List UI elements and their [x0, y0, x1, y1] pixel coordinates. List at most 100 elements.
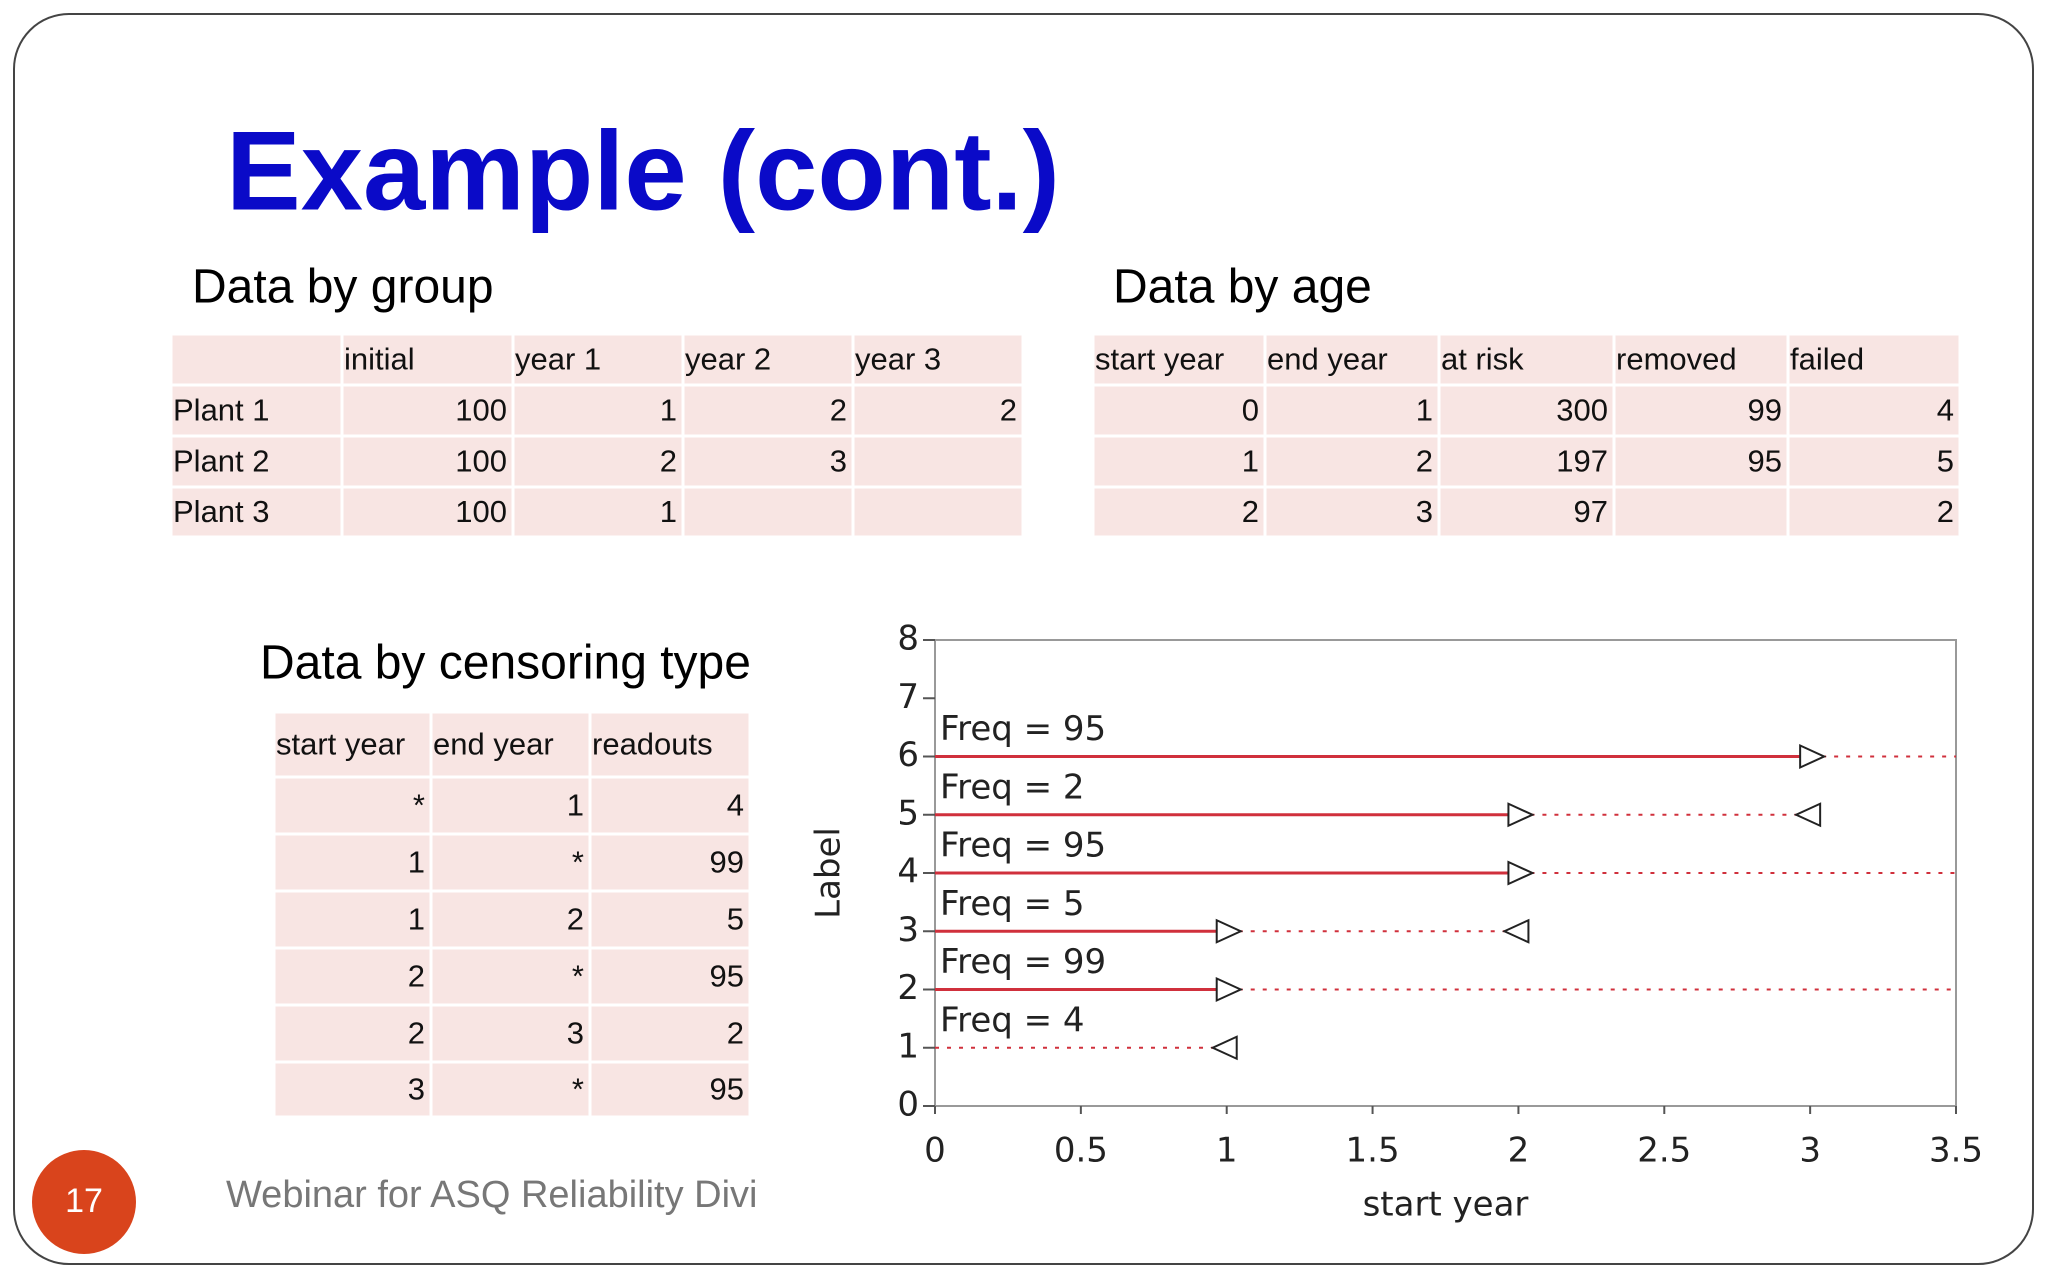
table-cell [1263, 434, 1441, 489]
table-cell [1437, 434, 1616, 489]
cell-text: 100 [455, 494, 507, 529]
cell-text: 1 [1242, 444, 1259, 479]
table-cell [851, 434, 1025, 489]
cell-text: 197 [1556, 444, 1608, 479]
cell-text: 95 [1748, 444, 1782, 479]
cell-text: Plant 1 [173, 393, 270, 428]
column-header: start year [1095, 342, 1224, 377]
cell-text: 300 [1556, 393, 1608, 428]
table-cell [340, 434, 515, 489]
table-cell [588, 1003, 752, 1064]
column-header: year 3 [855, 342, 941, 377]
table-title: Data by censoring type [260, 637, 751, 690]
table-cell [1786, 485, 1962, 539]
cell-text: 97 [1574, 494, 1608, 529]
y-tick-label: 1 [897, 1026, 919, 1066]
table-cell [429, 946, 592, 1007]
table-title: Data by group [192, 261, 494, 314]
cell-text: 2 [408, 959, 425, 994]
table-cell [588, 832, 752, 893]
cell-text: 3 [567, 1016, 584, 1051]
column-header: failed [1790, 342, 1864, 377]
cell-text: 100 [455, 444, 507, 479]
cell-text: 2 [1416, 444, 1433, 479]
cell-text: 0 [1242, 393, 1259, 428]
end-marker [1210, 1035, 1238, 1061]
table-cell [1091, 383, 1267, 438]
y-tick-label: 5 [897, 793, 919, 833]
cell-text: 1 [660, 494, 677, 529]
cell-text: 1 [408, 902, 425, 937]
start-marker [1799, 743, 1827, 770]
slide-number: 17 [65, 1182, 103, 1220]
table-cell [588, 1060, 752, 1119]
cell-text: 2 [408, 1016, 425, 1051]
table-cell [1263, 485, 1441, 539]
x-tick-label: 2.5 [1637, 1131, 1691, 1171]
cell-text: 1 [1416, 393, 1433, 428]
cell-text: 95 [710, 959, 744, 994]
column-header: readouts [592, 727, 713, 762]
start-marker [1507, 802, 1535, 828]
annotation: Freq = 95 [940, 826, 1106, 866]
cell-text: 1 [660, 393, 677, 428]
table-cell [1786, 434, 1962, 489]
x-tick-label: 0.5 [1054, 1131, 1108, 1171]
table-cell [588, 889, 752, 950]
column-header: year 2 [685, 342, 771, 377]
table-cell [429, 710, 592, 779]
table-cell [1612, 332, 1790, 387]
y-tick-label: 8 [897, 619, 919, 659]
cell-text: 3 [408, 1072, 425, 1107]
cell-text: 99 [1748, 393, 1782, 428]
x-tick-label: 1.5 [1346, 1131, 1400, 1171]
x-tick-label: 1 [1216, 1131, 1238, 1171]
y-tick-label: 0 [897, 1085, 919, 1125]
y-tick-label: 3 [897, 910, 919, 950]
table-cell [169, 332, 344, 387]
cell-text: * [572, 845, 584, 880]
table-cell [340, 332, 515, 387]
cell-text: 99 [710, 845, 744, 880]
column-header: start year [276, 727, 405, 762]
x-axis-title: start year [1363, 1185, 1529, 1225]
table-cell [1786, 332, 1962, 387]
y-axis-title: Label [809, 827, 849, 919]
y-tick-label: 7 [897, 677, 919, 717]
cell-text: 1 [408, 845, 425, 880]
cell-text: 4 [1937, 393, 1954, 428]
table-cell [272, 832, 433, 893]
annotation: Freq = 99 [940, 942, 1106, 982]
y-tick-label: 4 [897, 852, 919, 892]
table-cell [1612, 383, 1790, 438]
table-cell [851, 383, 1025, 438]
cell-text: 1 [567, 788, 584, 823]
table-cell [272, 1003, 433, 1064]
cell-text: 2 [567, 902, 584, 937]
column-header: end year [1267, 342, 1388, 377]
table-cell [429, 1003, 592, 1064]
cell-text: 3 [1416, 494, 1433, 529]
table-cell [511, 383, 685, 438]
table-cell [588, 710, 752, 779]
table-cell [340, 485, 515, 539]
x-tick-label: 0 [924, 1131, 946, 1171]
y-tick-label: 2 [897, 968, 919, 1008]
table-cell [588, 775, 752, 836]
slide-number-badge [32, 1150, 136, 1254]
cell-text: 2 [1242, 494, 1259, 529]
table-cell [1263, 332, 1441, 387]
cell-text: 5 [1937, 444, 1954, 479]
table-cell [1091, 434, 1267, 489]
table-title: Data by age [1113, 261, 1372, 314]
cell-text: 95 [710, 1072, 744, 1107]
slide-title: Example (cont.) [226, 109, 1060, 234]
table-cell [1612, 485, 1790, 539]
start-marker [1507, 860, 1535, 886]
end-marker [1793, 802, 1822, 828]
cell-text: * [572, 959, 584, 994]
table-cell [681, 434, 855, 489]
cell-text: 100 [455, 393, 507, 428]
cell-text: 2 [1000, 393, 1017, 428]
